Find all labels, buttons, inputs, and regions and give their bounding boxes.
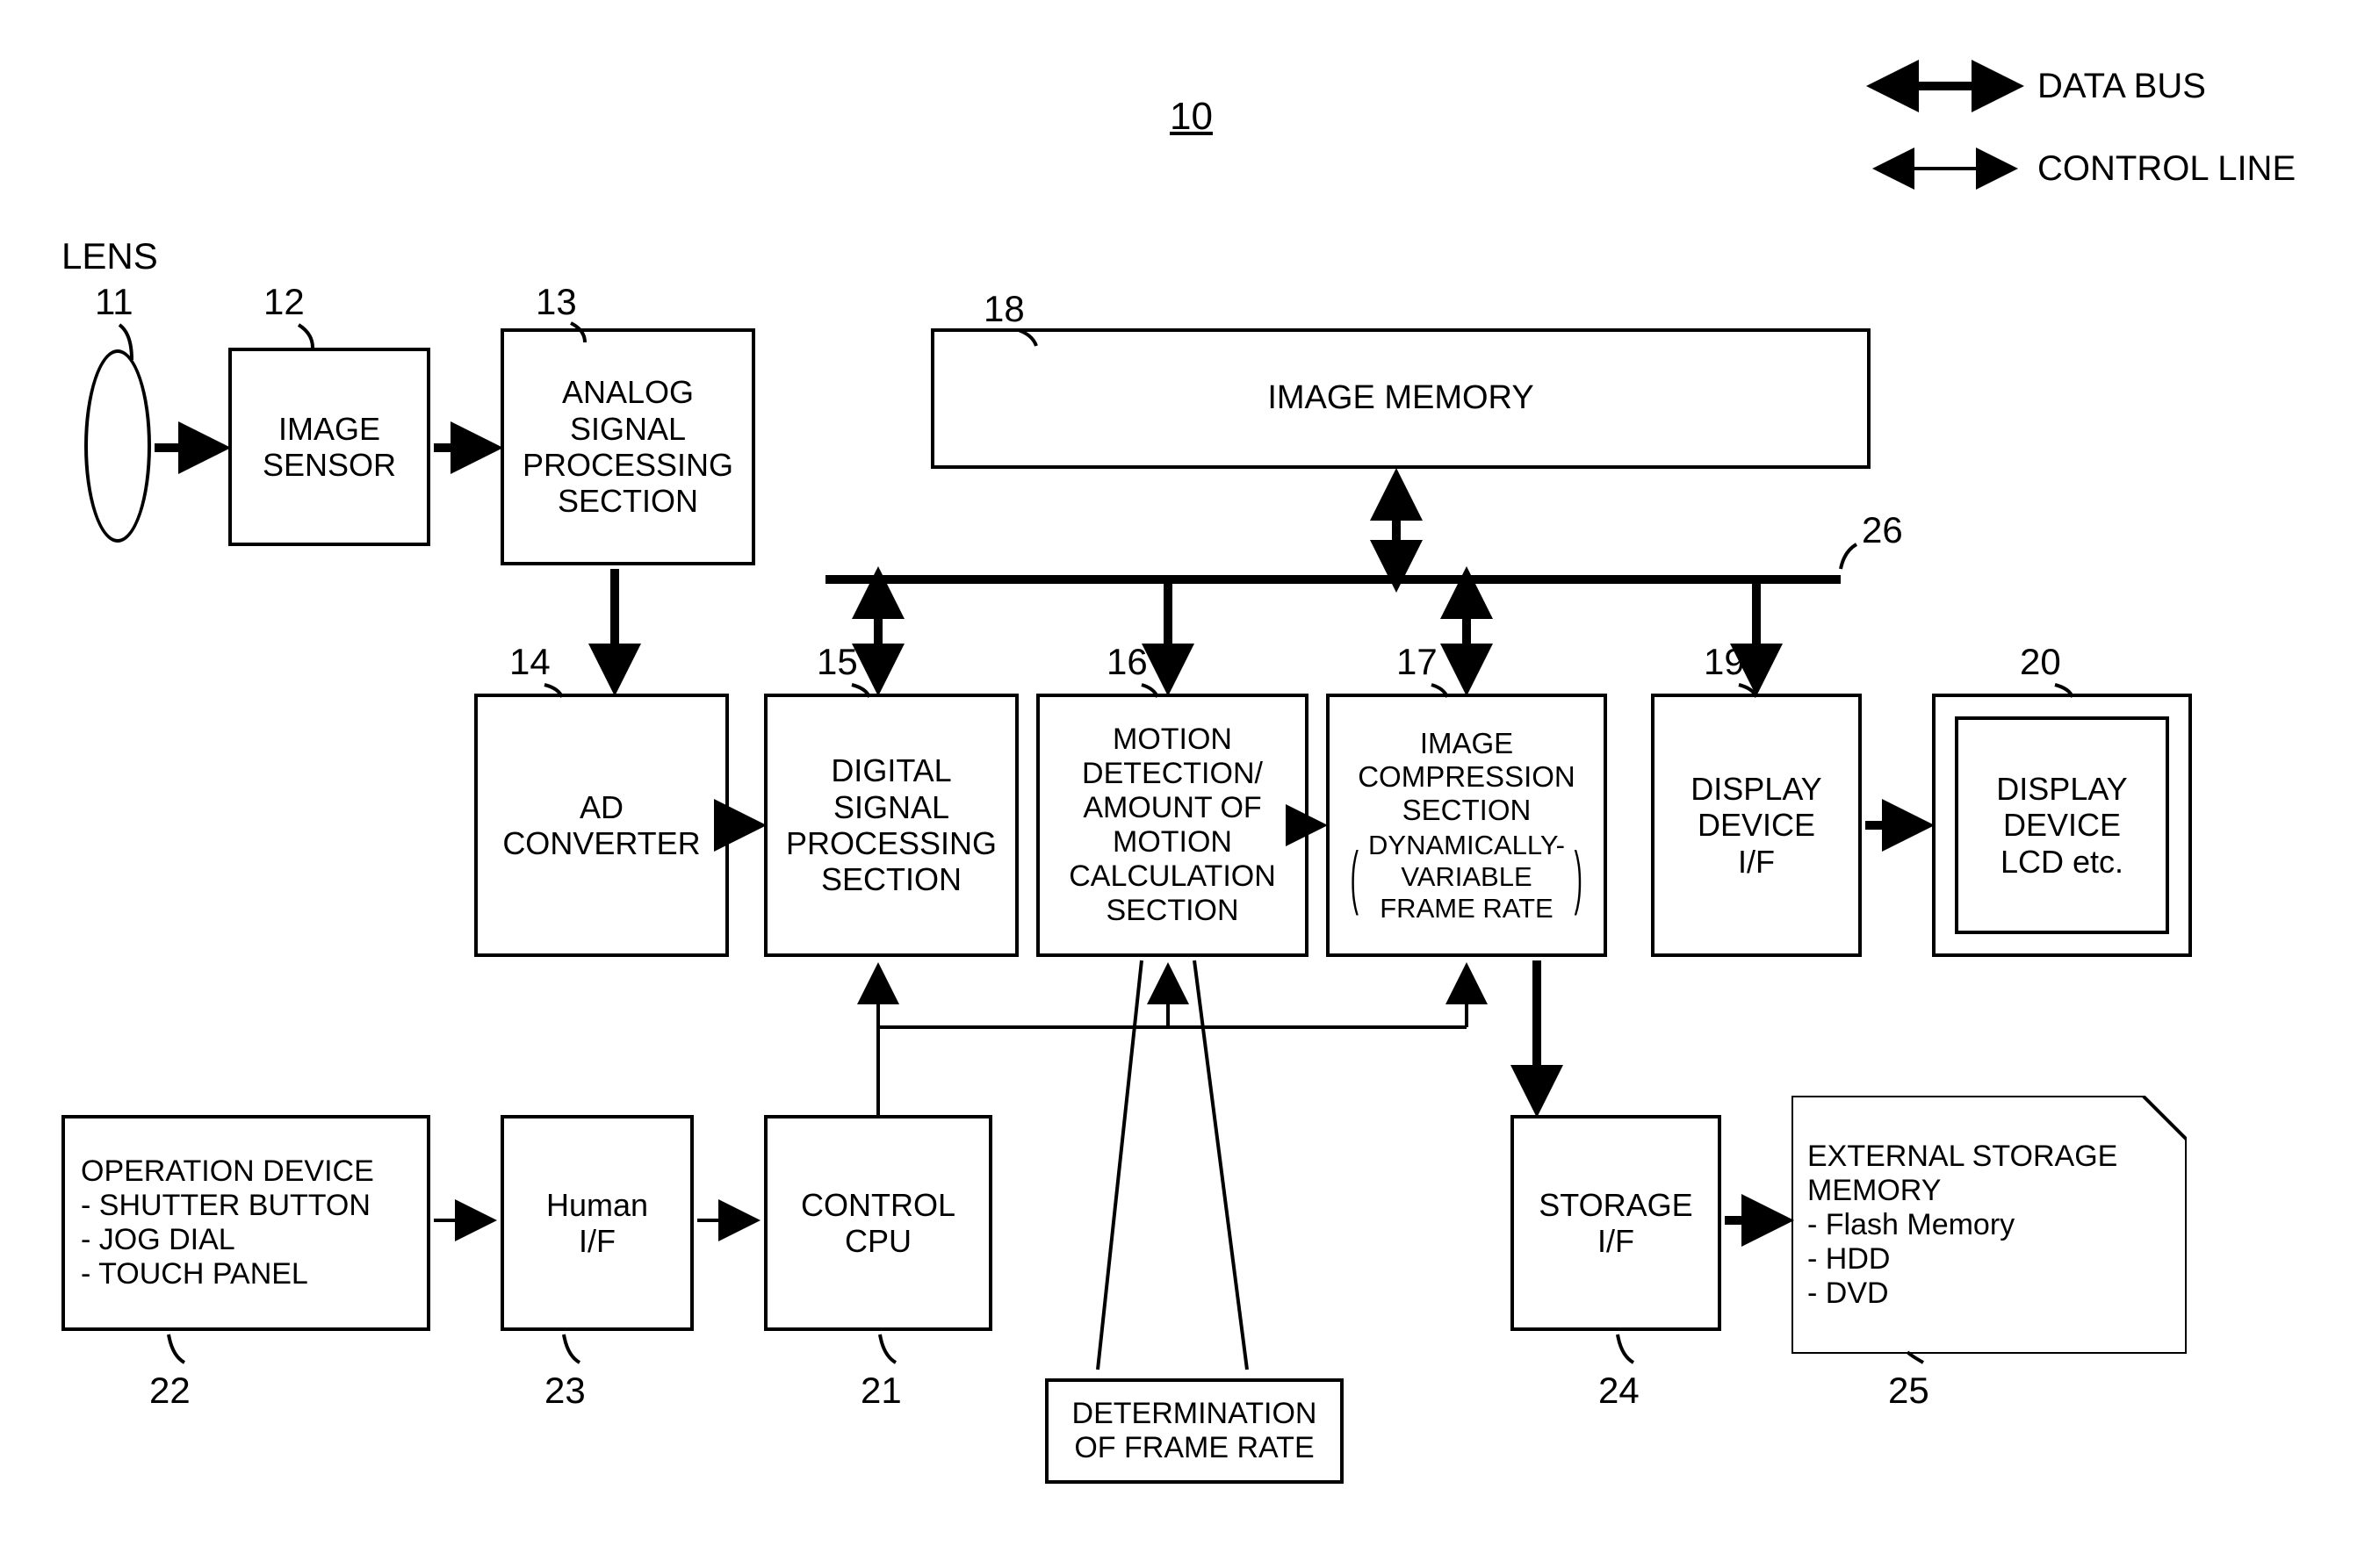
legend-data-bus: DATA BUS <box>2037 67 2206 106</box>
ref-13: 13 <box>536 281 577 323</box>
ref-21: 21 <box>861 1370 902 1412</box>
ref-20: 20 <box>2020 641 2061 683</box>
ref-18: 18 <box>984 288 1025 330</box>
ref-17: 17 <box>1396 641 1438 683</box>
ref-23: 23 <box>544 1370 586 1412</box>
operation-device-item-1: - JOG DIAL <box>81 1223 374 1257</box>
operation-device-title: OPERATION DEVICE <box>81 1154 374 1189</box>
block-display-device-if: DISPLAY DEVICE I/F <box>1651 694 1862 957</box>
ref-16: 16 <box>1107 641 1148 683</box>
block-storage-if: STORAGE I/F <box>1510 1115 1721 1331</box>
external-storage-title: EXTERNAL STORAGE MEMORY <box>1807 1140 2171 1208</box>
block-display-device: DISPLAY DEVICE LCD etc. <box>1932 694 2192 957</box>
ref-19: 19 <box>1704 641 1745 683</box>
ref-11: 11 <box>95 281 133 323</box>
ref-15: 15 <box>817 641 858 683</box>
block-operation-device: OPERATION DEVICE - SHUTTER BUTTON - JOG … <box>61 1115 430 1331</box>
block-image-compression: IMAGE COMPRESSION SECTION ( DYNAMICALLY-… <box>1326 694 1607 957</box>
operation-device-item-0: - SHUTTER BUTTON <box>81 1189 374 1223</box>
block-motion-detection: MOTION DETECTION/ AMOUNT OF MOTION CALCU… <box>1036 694 1308 957</box>
block-17-paren: ( DYNAMICALLY- VARIABLE FRAME RATE ) <box>1343 830 1590 924</box>
callout-determination-frame-rate: DETERMINATION OF FRAME RATE <box>1045 1378 1344 1484</box>
block-external-storage: EXTERNAL STORAGE MEMORY - Flash Memory -… <box>1791 1096 2187 1354</box>
lens-shape <box>84 349 151 543</box>
operation-device-item-2: - TOUCH PANEL <box>81 1257 374 1291</box>
block-analog-signal-processing: ANALOG SIGNAL PROCESSING SECTION <box>501 328 755 565</box>
diagram-title-number: 10 <box>1170 95 1213 139</box>
block-human-if: Human I/F <box>501 1115 694 1331</box>
lens-label: LENS <box>61 235 158 277</box>
block-ad-converter: AD CONVERTER <box>474 694 729 957</box>
external-storage-item-0: - Flash Memory <box>1807 1208 2171 1242</box>
block-17-top: IMAGE COMPRESSION SECTION <box>1358 727 1575 827</box>
diagram-canvas: 10 DATA BUS CONTROL LINE LENS 11 12 13 1… <box>0 0 2379 1568</box>
ref-12: 12 <box>263 281 305 323</box>
legend-control-line: CONTROL LINE <box>2037 149 2296 189</box>
ref-14: 14 <box>509 641 551 683</box>
block-image-memory: IMAGE MEMORY <box>931 328 1871 469</box>
external-storage-item-2: - DVD <box>1807 1277 2171 1311</box>
block-image-sensor: IMAGE SENSOR <box>228 348 430 546</box>
block-display-device-inner: DISPLAY DEVICE LCD etc. <box>1955 716 2169 934</box>
ref-25: 25 <box>1888 1370 1929 1412</box>
block-digital-signal-processing: DIGITAL SIGNAL PROCESSING SECTION <box>764 694 1019 957</box>
ref-24: 24 <box>1598 1370 1640 1412</box>
block-control-cpu: CONTROL CPU <box>764 1115 992 1331</box>
external-storage-item-1: - HDD <box>1807 1242 2171 1277</box>
ref-26: 26 <box>1862 509 1903 551</box>
ref-22: 22 <box>149 1370 191 1412</box>
